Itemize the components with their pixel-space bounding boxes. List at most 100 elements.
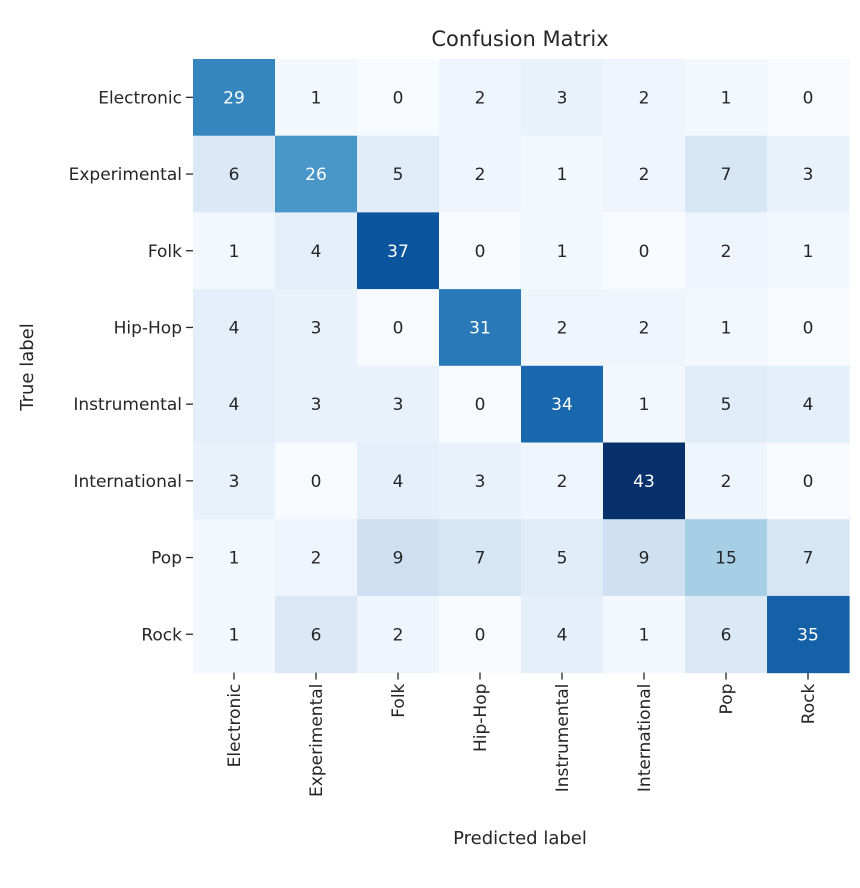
cell-value-label: 6 — [311, 625, 322, 645]
heatmap-cell — [603, 595, 686, 674]
heatmap-cell — [357, 212, 440, 290]
x-tick-label: Electronic — [225, 684, 245, 768]
heatmap-cell — [521, 135, 604, 213]
heatmap-cell — [357, 365, 440, 444]
heatmap-cell — [439, 519, 522, 597]
cell-value-label: 0 — [803, 472, 814, 492]
y-axis-ticks: Electronic Experimental Folk Hip-Hop Instrum… — [69, 88, 193, 645]
cell-value-label: 3 — [803, 165, 814, 185]
heatmap-cell — [275, 365, 358, 444]
heatmap-cell — [275, 212, 358, 290]
heatmap-cell — [439, 442, 522, 520]
heatmap-cells: 29 1 0 2 3 2 1 06 26 5 2 1 2 7 31 4 37 0 1 0 2 14 3 0 31 2 2 1 04 3 3 0… — [193, 59, 850, 674]
heatmap-cell — [521, 595, 604, 674]
x-axis-ticks: Electronic Experimental Folk Hip-Hop Instrum… — [225, 672, 819, 797]
cell-value-label: 2 — [639, 88, 650, 108]
cell-value-label: 35 — [797, 625, 819, 645]
heatmap-cell — [275, 519, 358, 597]
heatmap-cell — [603, 519, 686, 597]
y-tick-label: Experimental — [69, 165, 182, 185]
cell-value-label: 1 — [229, 242, 240, 262]
heatmap-cell — [439, 212, 522, 290]
cell-value-label: 2 — [639, 318, 650, 338]
x-axis-label: Predicted label — [453, 828, 587, 849]
y-axis-label: True label — [17, 323, 38, 412]
heatmap-cell — [439, 289, 522, 367]
cell-value-label: 2 — [557, 472, 568, 492]
cell-value-label: 1 — [639, 625, 650, 645]
heatmap-cell — [193, 59, 276, 137]
heatmap-cell — [357, 519, 440, 597]
cell-value-label: 3 — [393, 395, 404, 415]
heatmap-cell — [603, 212, 686, 290]
heatmap-cell — [767, 59, 850, 137]
cell-value-label: 2 — [721, 472, 732, 492]
x-tick-label: Hip-Hop — [471, 684, 491, 752]
heatmap-cell — [685, 59, 768, 137]
heatmap-cell — [357, 595, 440, 674]
cell-value-label: 0 — [393, 318, 404, 338]
cell-value-label: 2 — [475, 165, 486, 185]
cell-value-label: 3 — [311, 318, 322, 338]
y-tick-label: Instrumental — [73, 395, 182, 415]
cell-value-label: 1 — [229, 625, 240, 645]
cell-value-label: 1 — [311, 88, 322, 108]
heatmap-cell — [521, 519, 604, 597]
heatmap-cell — [767, 289, 850, 367]
heatmap-cell — [193, 289, 276, 367]
cell-value-label: 5 — [393, 165, 404, 185]
cell-value-label: 6 — [721, 625, 732, 645]
heatmap-cell — [193, 519, 276, 597]
cell-value-label: 6 — [229, 165, 240, 185]
heatmap-cell — [521, 442, 604, 520]
heatmap-cell — [685, 212, 768, 290]
heatmap-cell — [767, 365, 850, 444]
heatmap-cell — [439, 595, 522, 674]
cell-value-label: 3 — [475, 472, 486, 492]
cell-value-label: 4 — [803, 395, 814, 415]
chart-title: Confusion Matrix — [431, 27, 608, 51]
cell-value-label: 2 — [311, 549, 322, 569]
heatmap-cell — [685, 442, 768, 520]
cell-value-label: 43 — [633, 472, 655, 492]
heatmap-cell — [521, 212, 604, 290]
cell-value-label: 1 — [639, 395, 650, 415]
heatmap-cell — [193, 212, 276, 290]
cell-value-label: 0 — [475, 395, 486, 415]
heatmap-cell — [603, 289, 686, 367]
y-tick-label: International — [74, 472, 183, 492]
cell-value-label: 2 — [721, 242, 732, 262]
x-tick-label: Instrumental — [553, 684, 573, 793]
cell-value-label: 1 — [803, 242, 814, 262]
cell-value-label: 1 — [721, 318, 732, 338]
cell-value-label: 29 — [223, 88, 245, 108]
heatmap-cell — [193, 135, 276, 213]
heatmap-cell — [521, 289, 604, 367]
y-tick-label: Rock — [141, 625, 182, 645]
cell-value-label: 0 — [639, 242, 650, 262]
heatmap-cell — [685, 519, 768, 597]
heatmap-cell — [521, 59, 604, 137]
heatmap-cell — [357, 289, 440, 367]
heatmap-cell — [603, 59, 686, 137]
y-tick-label: Pop — [151, 549, 182, 569]
cell-value-label: 1 — [229, 549, 240, 569]
cell-value-label: 26 — [305, 165, 327, 185]
cell-value-label: 2 — [393, 625, 404, 645]
cell-value-label: 3 — [557, 88, 568, 108]
heatmap-cell — [439, 59, 522, 137]
heatmap-cell — [767, 595, 850, 674]
cell-value-label: 5 — [721, 395, 732, 415]
cell-value-label: 34 — [551, 395, 573, 415]
cell-value-label: 15 — [715, 549, 737, 569]
cell-value-label: 1 — [557, 165, 568, 185]
heatmap-cell — [521, 365, 604, 444]
heatmap-cell — [275, 59, 358, 137]
heatmap-cell — [357, 135, 440, 213]
cell-value-label: 1 — [557, 242, 568, 262]
cell-value-label: 5 — [557, 549, 568, 569]
cell-value-label: 9 — [639, 549, 650, 569]
heatmap-cell — [439, 365, 522, 444]
cell-value-label: 37 — [387, 242, 409, 262]
